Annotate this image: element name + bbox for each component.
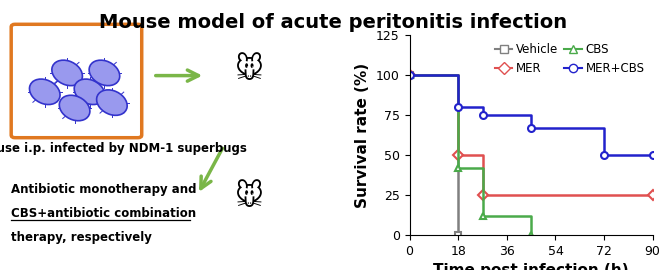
Ellipse shape — [97, 90, 127, 115]
Legend: Vehicle, MER, CBS, MER+CBS: Vehicle, MER, CBS, MER+CBS — [492, 41, 647, 78]
Text: CBS+antibiotic combination: CBS+antibiotic combination — [11, 207, 196, 220]
Text: Antibiotic monotherapy and: Antibiotic monotherapy and — [11, 183, 196, 195]
Ellipse shape — [59, 95, 90, 121]
Ellipse shape — [52, 60, 83, 86]
Text: therapy, respectively: therapy, respectively — [11, 231, 152, 244]
Ellipse shape — [89, 60, 120, 86]
Text: Mouse i.p. infected by NDM-1 superbugs: Mouse i.p. infected by NDM-1 superbugs — [0, 142, 247, 155]
Text: 🐭: 🐭 — [235, 183, 264, 211]
Ellipse shape — [29, 79, 60, 104]
Text: Mouse model of acute peritonitis infection: Mouse model of acute peritonitis infecti… — [99, 14, 567, 32]
X-axis label: Time post infection (h): Time post infection (h) — [434, 263, 629, 270]
Ellipse shape — [74, 79, 105, 104]
Text: 🐭: 🐭 — [235, 56, 264, 84]
FancyBboxPatch shape — [11, 24, 142, 138]
Y-axis label: Survival rate (%): Survival rate (%) — [356, 62, 370, 208]
